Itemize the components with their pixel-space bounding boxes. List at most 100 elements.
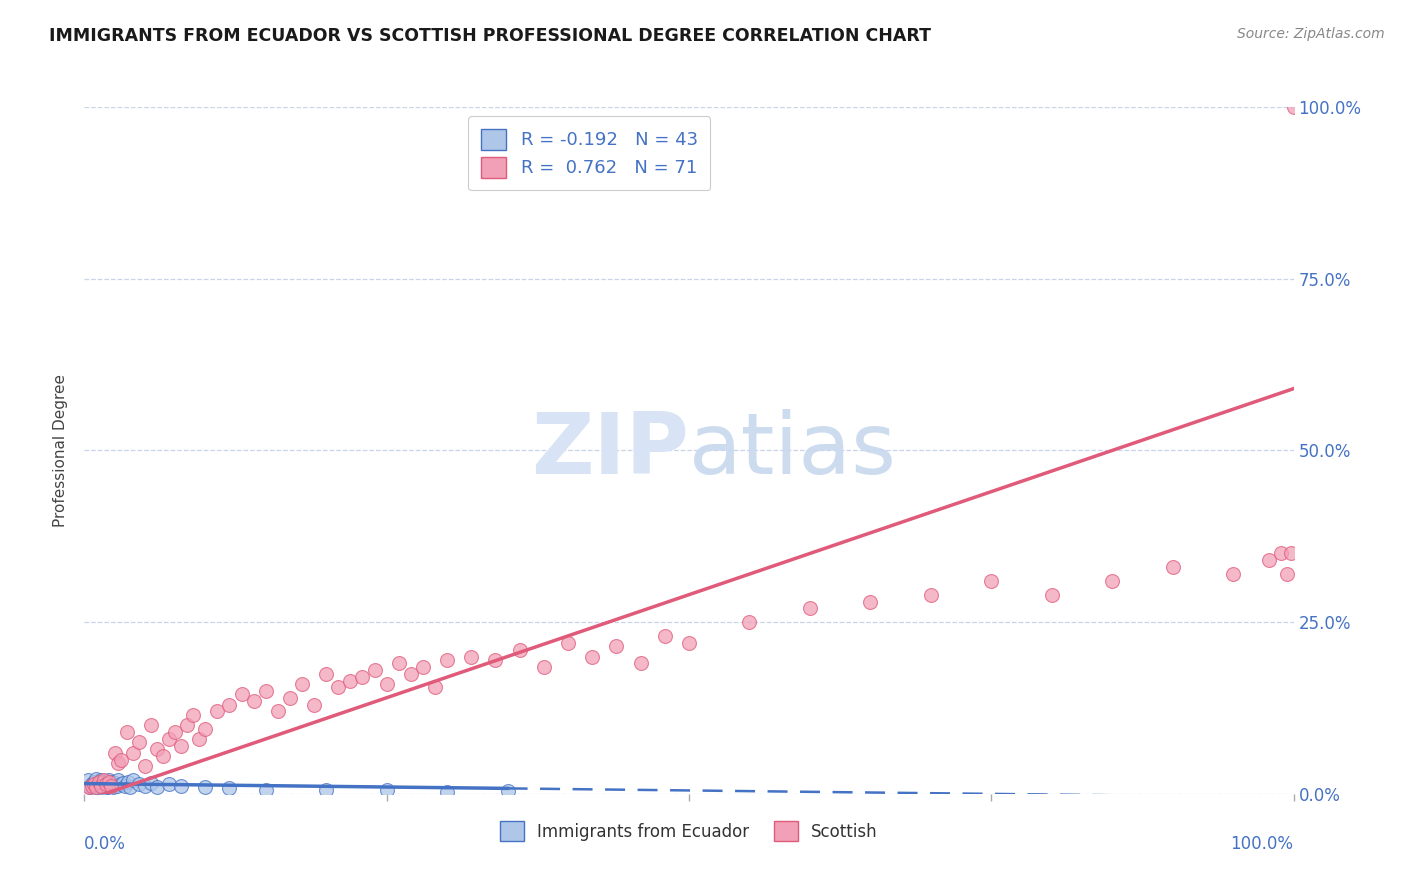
Point	[980, 574, 1002, 588]
Point	[100, 779, 122, 793]
Point	[509, 642, 531, 657]
Point	[96, 780, 118, 794]
Point	[194, 722, 217, 736]
Point	[87, 774, 110, 789]
Point	[112, 776, 135, 790]
Point	[139, 776, 162, 790]
Point	[90, 773, 112, 788]
Point	[98, 777, 121, 791]
Point	[134, 779, 156, 793]
Point	[97, 774, 120, 789]
Point	[738, 615, 761, 630]
Point	[1270, 546, 1292, 561]
Point	[605, 639, 627, 653]
Text: 100.0%: 100.0%	[1230, 835, 1294, 853]
Point	[94, 781, 117, 796]
Point	[194, 780, 217, 794]
Point	[157, 731, 180, 746]
Point	[654, 629, 676, 643]
Legend: Immigrants from Ecuador, Scottish: Immigrants from Ecuador, Scottish	[494, 814, 884, 847]
Point	[157, 777, 180, 791]
Point	[114, 779, 136, 793]
Point	[423, 681, 446, 695]
Point	[242, 694, 264, 708]
Point	[115, 725, 138, 739]
Point	[218, 781, 240, 796]
Point	[134, 759, 156, 773]
Point	[170, 739, 193, 753]
Point	[460, 649, 482, 664]
Point	[104, 746, 127, 760]
Point	[107, 773, 129, 788]
Point	[218, 698, 240, 712]
Point	[77, 780, 100, 794]
Point	[128, 735, 150, 749]
Text: 0.0%: 0.0%	[84, 835, 127, 853]
Point	[128, 777, 150, 791]
Point	[496, 784, 519, 798]
Point	[315, 666, 337, 681]
Point	[80, 776, 103, 790]
Point	[1222, 567, 1244, 582]
Point	[181, 707, 204, 722]
Point	[267, 705, 290, 719]
Point	[104, 776, 127, 790]
Point	[93, 774, 115, 789]
Point	[165, 725, 187, 739]
Point	[84, 779, 107, 793]
Point	[1040, 588, 1063, 602]
Point	[83, 776, 105, 790]
Point	[436, 785, 458, 799]
Point	[101, 774, 124, 789]
Point	[557, 636, 579, 650]
Point	[799, 601, 821, 615]
Point	[630, 657, 652, 671]
Point	[146, 742, 169, 756]
Text: ZIP: ZIP	[531, 409, 689, 492]
Point	[328, 681, 350, 695]
Point	[86, 780, 108, 794]
Point	[103, 780, 125, 794]
Point	[146, 780, 169, 794]
Point	[207, 705, 229, 719]
Point	[375, 677, 398, 691]
Point	[533, 660, 555, 674]
Point	[117, 774, 139, 789]
Point	[254, 782, 277, 797]
Point	[315, 782, 337, 797]
Point	[121, 773, 143, 788]
Point	[79, 780, 101, 794]
Point	[110, 777, 132, 791]
Point	[86, 780, 108, 794]
Point	[339, 673, 361, 688]
Point	[91, 779, 114, 793]
Point	[121, 746, 143, 760]
Point	[100, 779, 122, 793]
Point	[97, 773, 120, 788]
Point	[86, 772, 108, 786]
Point	[678, 636, 700, 650]
Point	[1282, 100, 1305, 114]
Point	[231, 687, 253, 701]
Point	[1101, 574, 1123, 588]
Point	[82, 781, 104, 796]
Point	[139, 718, 162, 732]
Point	[920, 588, 942, 602]
Point	[105, 779, 128, 793]
Point	[484, 653, 506, 667]
Point	[89, 777, 111, 791]
Point	[302, 698, 325, 712]
Point	[170, 779, 193, 793]
Point	[412, 660, 434, 674]
Point	[859, 594, 882, 608]
Point	[188, 731, 211, 746]
Point	[436, 653, 458, 667]
Point	[1277, 567, 1299, 582]
Point	[1258, 553, 1281, 567]
Point	[80, 779, 103, 793]
Point	[107, 756, 129, 770]
Point	[1161, 560, 1184, 574]
Point	[176, 718, 198, 732]
Point	[254, 683, 277, 698]
Point	[152, 749, 174, 764]
